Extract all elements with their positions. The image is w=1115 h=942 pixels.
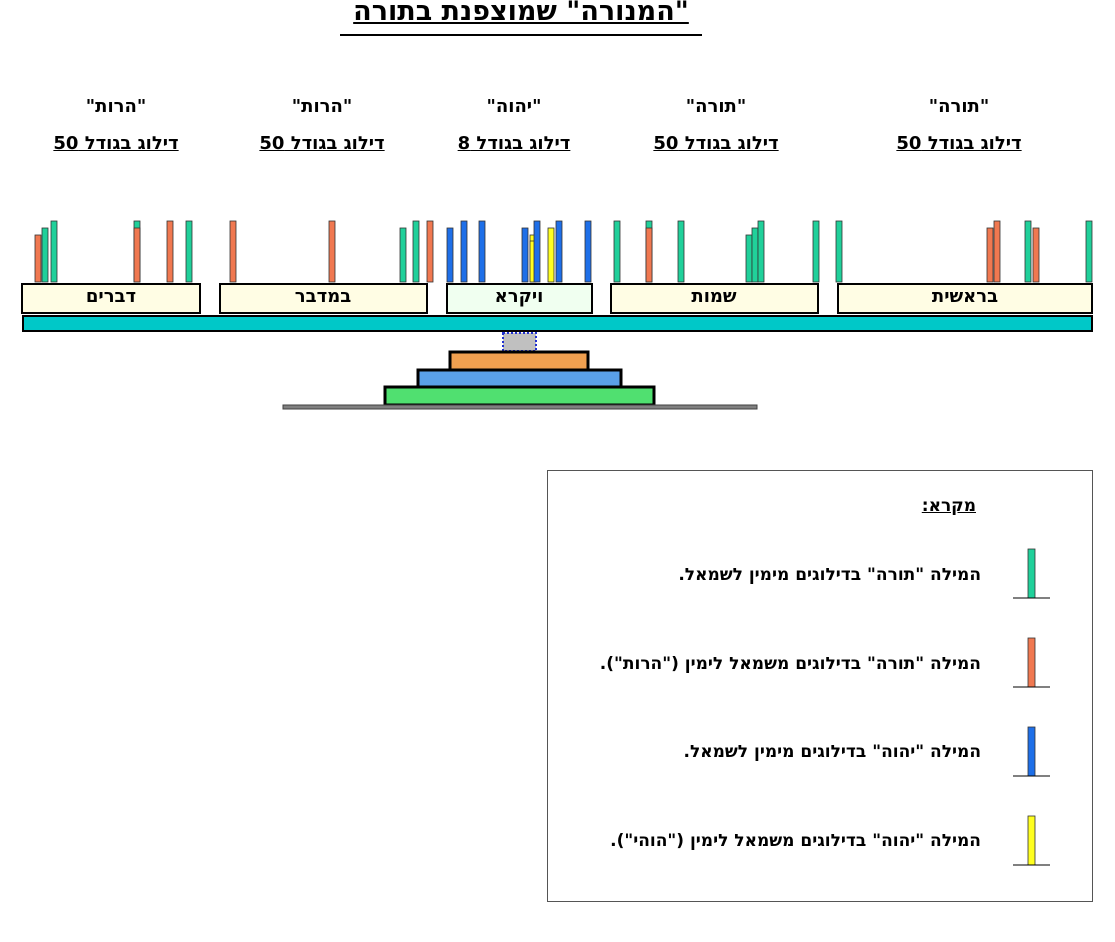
column-skip: דילוג בגודל 50 — [896, 133, 1022, 154]
legend-box — [547, 470, 1093, 902]
skip-bar — [645, 227, 653, 283]
skip-bar — [328, 220, 336, 283]
skip-bar — [986, 227, 994, 283]
menorah-beam — [22, 315, 1093, 332]
column-word: "תורה" — [685, 96, 747, 117]
title: "המנורה" שמוצפנת בתורה — [353, 0, 689, 27]
legend-item: המילה "יהוה" בדילוגים מימין לשמאל. — [683, 742, 981, 762]
legend-title: מקרא: — [921, 496, 976, 516]
book-label: במדבר — [294, 286, 352, 307]
skip-bar — [399, 227, 407, 283]
skip-bar — [751, 227, 759, 283]
book-box — [837, 283, 1093, 314]
book-boxes — [21, 283, 1093, 314]
book-box — [610, 283, 819, 314]
column-skip: דילוג בגודל 50 — [53, 133, 179, 154]
skip-bar — [1024, 220, 1032, 283]
column-skip: דילוג בגודל 50 — [653, 133, 779, 154]
skip-bar — [677, 220, 685, 283]
skip-bar — [1085, 220, 1093, 283]
skip-bar — [426, 220, 434, 283]
skip-bar — [229, 220, 237, 283]
skip-bar — [460, 220, 468, 283]
column-skip: דילוג בגודל 8 — [457, 133, 571, 154]
skip-bars — [34, 220, 1093, 283]
book-label: שמות — [691, 286, 737, 307]
menorah-step — [416, 368, 623, 389]
legend-bar — [1027, 815, 1036, 866]
book-box — [446, 283, 593, 314]
skip-bar — [185, 220, 193, 283]
legend-bar — [1027, 548, 1036, 599]
book-label: בראשית — [931, 286, 999, 307]
book-label: דברים — [85, 286, 137, 307]
legend-item: המילה "תורה" בדילוגים מימין לשמאל. — [678, 565, 981, 585]
skip-bar — [50, 220, 58, 283]
skip-bar — [41, 227, 49, 283]
column-word: "הרות" — [85, 96, 147, 117]
legend-item: המילה "יהוה" בדילוגים משמאל לימין ("הוהי… — [610, 831, 981, 851]
skip-bar — [133, 227, 141, 283]
skip-bar — [412, 220, 420, 283]
skip-bar — [533, 220, 541, 283]
column-word: "הרות" — [291, 96, 353, 117]
skip-bar — [613, 220, 621, 283]
column-word: "יהוה" — [486, 96, 542, 117]
skip-bar — [812, 220, 820, 283]
skip-bar — [757, 220, 765, 283]
menorah-base — [282, 404, 758, 410]
legend-item: המילה "תורה" בדילוגים משמאל לימין ("הרות… — [599, 654, 981, 674]
skip-bar — [547, 227, 555, 283]
legend-bar — [1027, 726, 1036, 777]
skip-bar — [34, 234, 42, 283]
skip-bar — [584, 220, 592, 283]
skip-bar — [166, 220, 174, 283]
skip-bar — [835, 220, 843, 283]
skip-bar — [446, 227, 454, 283]
skip-bar — [521, 227, 529, 283]
column-skip: דילוג בגודל 50 — [259, 133, 385, 154]
legend-bar — [1027, 637, 1036, 688]
menorah-step — [448, 350, 590, 372]
column-word: "תורה" — [928, 96, 990, 117]
skip-bar — [1032, 227, 1040, 283]
menorah-stem — [502, 332, 537, 352]
legend-icons — [1013, 548, 1050, 866]
book-box — [21, 283, 201, 314]
book-box — [219, 283, 428, 314]
book-label: ויקרא — [494, 286, 544, 307]
skip-bar — [993, 220, 1001, 283]
skip-bar — [745, 234, 753, 283]
menorah-step — [383, 385, 656, 407]
skip-bar — [478, 220, 486, 283]
skip-bar — [555, 220, 563, 283]
